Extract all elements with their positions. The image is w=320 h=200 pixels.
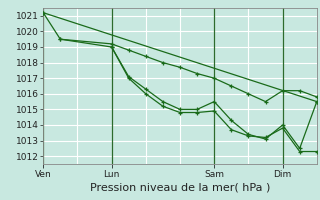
X-axis label: Pression niveau de la mer( hPa ): Pression niveau de la mer( hPa )	[90, 183, 270, 193]
